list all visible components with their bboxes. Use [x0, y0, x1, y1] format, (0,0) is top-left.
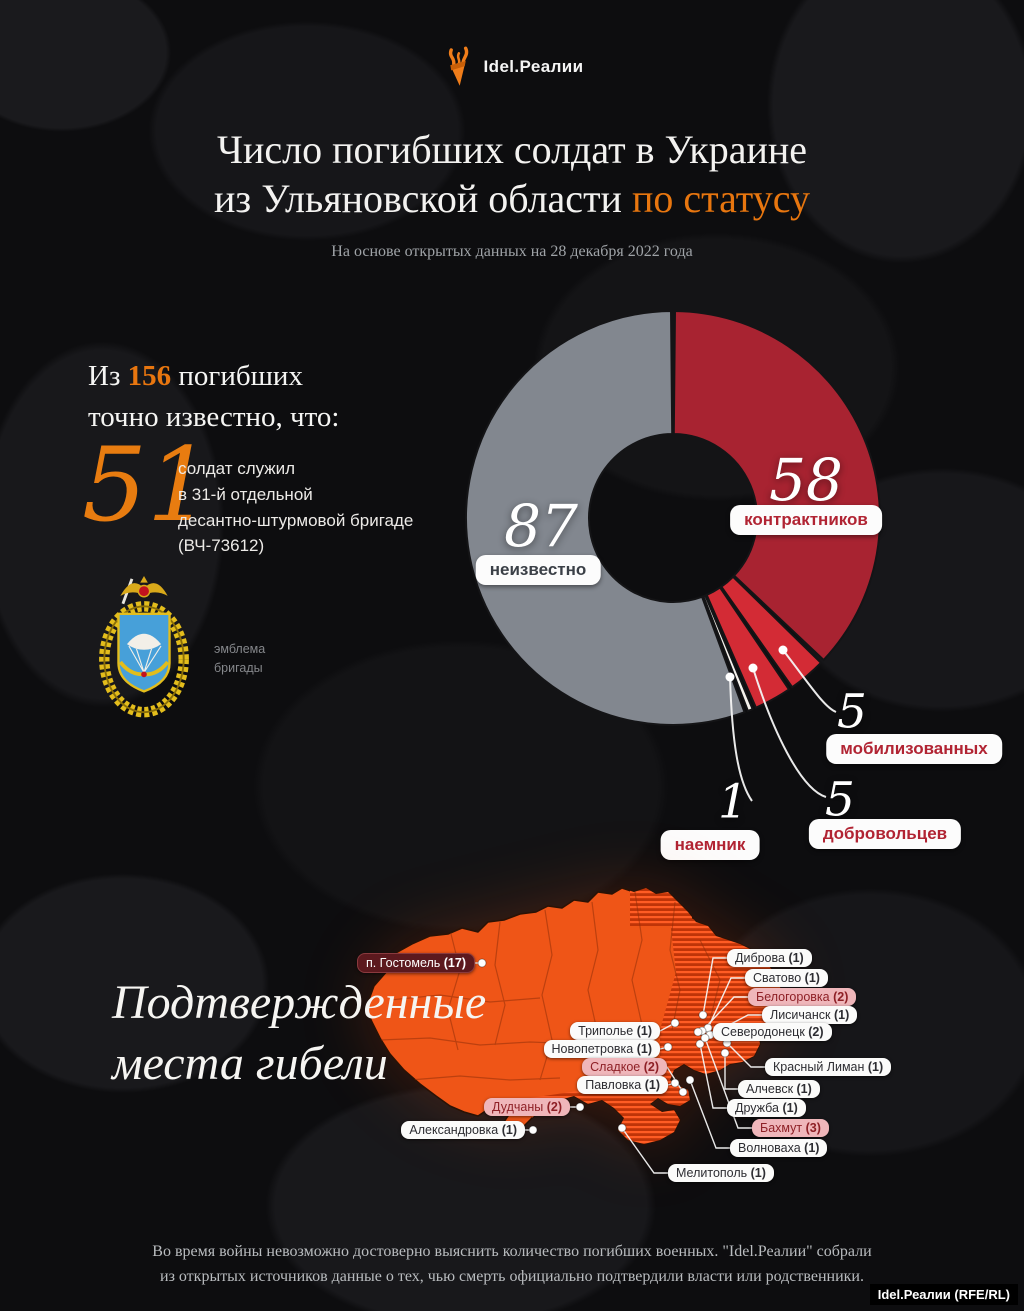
map-callout-line	[726, 1042, 765, 1068]
map-pill-Красный Лиман: Красный Лиман (1)	[765, 1058, 892, 1076]
map-dot-Дружба	[695, 1039, 705, 1049]
map-dot-Сладкое	[678, 1087, 688, 1097]
map-callout-line	[621, 1127, 668, 1174]
logo-text: Idel.Реалии	[483, 57, 584, 76]
map-pill-Дружба: Дружба (1)	[727, 1099, 806, 1117]
callout-lines	[729, 649, 837, 802]
credit-badge: Idel.Реалии (RFE/RL)	[869, 1284, 1018, 1305]
map-dot-Новопетровка	[663, 1042, 673, 1052]
logo: Idel.Реалии	[0, 46, 1024, 88]
intro-number: 156	[127, 360, 172, 392]
footer-note: Во время войны невозможно достоверно выя…	[0, 1240, 1024, 1290]
label-unknown: неизвестно	[475, 555, 601, 585]
map-dot-Диброва	[698, 1010, 708, 1020]
map-title-line1: Подтвержденные	[112, 976, 487, 1029]
map-pill-Мелитополь: Мелитополь (1)	[668, 1164, 774, 1182]
map-dot-Волноваха	[685, 1075, 695, 1085]
map-pill-п. Гостомель: п. Гостомель (17)	[356, 953, 475, 973]
footer-line2: из открытых источников данные о тех, чью…	[160, 1267, 864, 1285]
map-pins-svg	[475, 957, 765, 1174]
brigade-emblem	[99, 576, 189, 718]
status-donut-chart: 58 контрактников 87 неизвестно 5 мобилиз…	[420, 283, 1024, 923]
map-callout-line	[704, 1037, 752, 1129]
brigade-description: солдат служил в 31-й отдельной десантно-…	[178, 459, 414, 556]
title-line2: из Ульяновской области по статусу	[0, 175, 1024, 224]
map-callout-line	[701, 996, 748, 1032]
map-pill-Диброва: Диброва (1)	[727, 949, 812, 967]
map-pill-Бахмут: Бахмут (3)	[752, 1119, 829, 1137]
big-number-51: 51	[82, 426, 212, 545]
donut-svg	[465, 309, 881, 802]
intro-suffix: погибших	[171, 360, 303, 392]
map-callout-line	[707, 977, 745, 1029]
donut-segment-неизвестно	[465, 309, 746, 726]
label-mobilized: мобилизованных	[826, 734, 1002, 764]
map-dot-Павловка	[670, 1078, 680, 1088]
map-section-title: Подтвержденные места гибели	[112, 972, 486, 1095]
map-pill-Сладкое: Сладкое (2)	[582, 1058, 667, 1076]
parachute-icon	[126, 633, 162, 650]
intro-text: Из 156 погибших точно известно, что:	[88, 356, 339, 438]
map-dot-Алчевск	[720, 1048, 730, 1058]
map-pill-Триполье: Триполье (1)	[570, 1022, 660, 1040]
donut-segment-добровольцев	[705, 586, 791, 709]
donut-segment-мобилизованных	[719, 575, 823, 689]
value-mercenary: 1	[718, 774, 748, 830]
title-line2-orange: по статусу	[631, 175, 810, 221]
page-title: Число погибших солдат в Украине из Ульян…	[0, 126, 1024, 224]
footer-line1: Во время войны невозможно достоверно выя…	[152, 1243, 872, 1260]
value-volunteers: 5	[825, 772, 855, 828]
map-dot-Мелитополь	[617, 1123, 627, 1133]
shield	[117, 612, 171, 693]
value-unknown: 87	[504, 492, 578, 560]
map-dot-п. Гостомель	[477, 958, 487, 968]
map-dot-Бахмут	[700, 1033, 710, 1043]
map-callout-line	[699, 1043, 727, 1109]
value-contract: 58	[769, 446, 843, 514]
map-pill-Волноваха: Волноваха (1)	[730, 1139, 828, 1157]
map-dot-Северодонецк	[693, 1027, 703, 1037]
map-pill-Новопетровка: Новопетровка (1)	[543, 1040, 660, 1058]
map-pill-Белогоровка: Белогоровка (2)	[748, 988, 857, 1006]
map-title-line2: места гибели	[112, 1037, 388, 1091]
map-pill-Северодонецк: Северодонецк (2)	[713, 1023, 832, 1041]
map-dot-Александровка	[528, 1125, 538, 1135]
map-pill-Лисичанск: Лисичанск (1)	[762, 1006, 858, 1024]
intro-line2: точно известно, что:	[88, 401, 340, 434]
title-line1: Число погибших солдат в Украине	[216, 127, 808, 172]
ukraine-map: п. Гостомель (17) Диброва (1) Сватово (1) Б…	[330, 880, 892, 1210]
value-mobilized: 5	[837, 684, 867, 740]
label-mercenary: наемник	[660, 830, 760, 860]
donut-segment-контрактников	[672, 309, 881, 662]
label-contract: контрактников	[730, 505, 882, 535]
intro-prefix: Из	[88, 360, 128, 392]
map-pill-Дудчаны: Дудчаны (2)	[484, 1098, 570, 1116]
emblem-caption: эмблема бригады	[214, 642, 266, 675]
map-pill-Сватово: Сватово (1)	[745, 969, 828, 987]
title-line2-white: из Ульяновской области	[214, 175, 632, 221]
donut-segment-наемник	[702, 594, 754, 713]
label-volunteers: добровольцев	[808, 819, 962, 849]
map-pill-Павловка: Павловка (1)	[577, 1076, 668, 1094]
map-pill-Александровка: Александровка (1)	[401, 1121, 525, 1139]
map-callout-line	[702, 957, 727, 1016]
map-callout-line	[724, 1053, 738, 1090]
torch-icon	[448, 46, 468, 86]
subtitle: На основе открытых данных на 28 декабря …	[331, 243, 693, 260]
map-dot-Триполье	[670, 1018, 680, 1028]
map-dot-Дудчаны	[575, 1102, 585, 1112]
callout-dots	[725, 645, 788, 682]
map-callout-line	[689, 1079, 730, 1149]
map-pill-Алчевск: Алчевск (1)	[738, 1080, 820, 1098]
